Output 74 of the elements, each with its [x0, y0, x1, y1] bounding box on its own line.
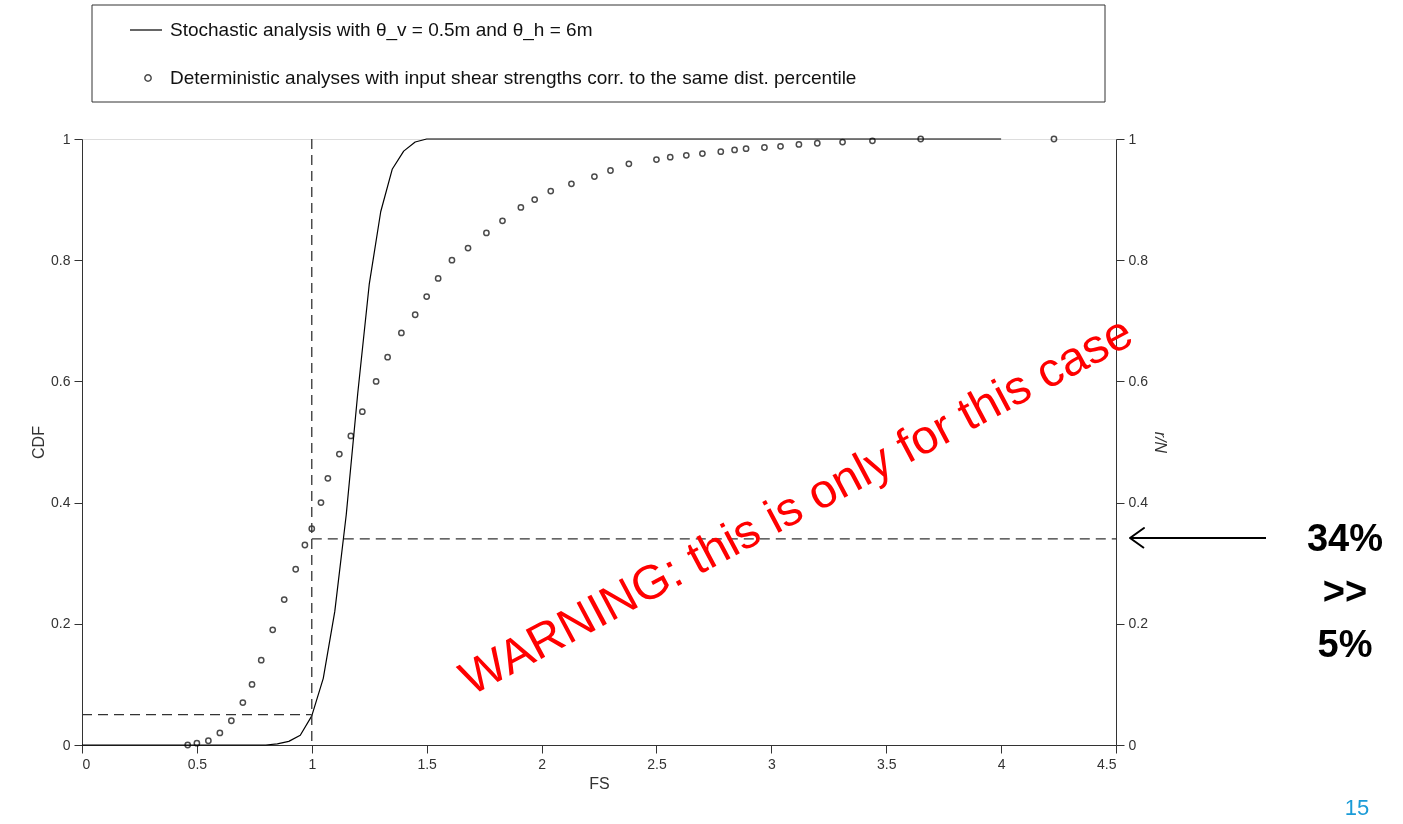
- point: [839, 138, 846, 146]
- point: [761, 144, 768, 151]
- point: [547, 187, 555, 195]
- x-tick-label: 1: [308, 755, 317, 772]
- text: 15: [1344, 795, 1370, 820]
- point: [269, 626, 277, 634]
- x-tick-label: 3.5: [876, 755, 897, 772]
- y-tick-label: 0.8: [51, 251, 71, 268]
- y-tick-label: 1: [62, 130, 71, 147]
- text: 34% >> 5%: [1306, 517, 1384, 665]
- x-tick-label: 2: [538, 755, 547, 772]
- point: [869, 137, 876, 145]
- x-axis-title: FS: [589, 774, 610, 792]
- point: [795, 141, 803, 148]
- point: [204, 737, 212, 745]
- y-tick-label: 0.6: [51, 372, 71, 389]
- y-tick-label: 0.2: [51, 615, 71, 632]
- y2-tick-label: 0: [1128, 736, 1137, 753]
- y2-axis-title: r/N: [1151, 431, 1169, 454]
- point: [257, 656, 265, 664]
- x-tick-label: 0.5: [187, 755, 208, 772]
- point: [239, 699, 247, 706]
- point: [591, 173, 598, 180]
- point: [607, 167, 614, 174]
- point: [448, 256, 456, 264]
- y2-tick-label: 1: [1128, 130, 1137, 147]
- point: [777, 142, 784, 150]
- point: [917, 135, 925, 143]
- point: [568, 180, 575, 188]
- point: [434, 274, 442, 282]
- point: [317, 499, 325, 506]
- x-tick-label: 2.5: [647, 755, 667, 772]
- y2-tick-label: 0.8: [1128, 251, 1149, 268]
- y-axis-title: CDF: [30, 425, 48, 459]
- point: [717, 148, 725, 156]
- point: [280, 596, 288, 603]
- point: [813, 139, 821, 147]
- y2-tick-label: 0.2: [1128, 615, 1149, 632]
- point: [499, 217, 506, 225]
- point: [1050, 135, 1058, 143]
- point: [358, 408, 366, 416]
- point: [227, 717, 235, 725]
- point: [483, 229, 490, 237]
- y2-tick-label: 0.6: [1128, 372, 1149, 389]
- x-tick-label: 0: [82, 755, 91, 772]
- point: [248, 681, 256, 688]
- point: [324, 474, 332, 482]
- point: [423, 293, 431, 300]
- y-tick-label: 0.4: [51, 494, 71, 511]
- point: [517, 204, 525, 211]
- point: [666, 153, 674, 161]
- point: [184, 741, 192, 749]
- point: [292, 565, 300, 573]
- point: [464, 244, 472, 252]
- y-tick-label: 0: [62, 736, 71, 753]
- legend-label: Stochastic analysis with θ_v = 0.5m and θ_h = 6m: [170, 19, 593, 41]
- point: [308, 525, 316, 533]
- point: [384, 353, 391, 361]
- x-tick-label: 4: [997, 755, 1006, 772]
- point: [653, 156, 660, 163]
- y2-tick-label: 0.4: [1128, 494, 1149, 511]
- x-tick-label: 3: [767, 755, 776, 772]
- point: [531, 196, 539, 203]
- point: [372, 378, 380, 385]
- point: [699, 150, 706, 157]
- x-tick-label: 4.5: [1097, 755, 1117, 772]
- legend-label: Deterministic analyses with input shear strengths corr. to the same dist. percentile: [170, 67, 857, 88]
- point: [398, 329, 405, 337]
- x-tick-label: 1.5: [417, 755, 438, 772]
- point: [742, 145, 750, 153]
- point: [335, 450, 343, 458]
- point: [411, 311, 419, 319]
- point: [682, 151, 690, 159]
- point: [731, 146, 738, 154]
